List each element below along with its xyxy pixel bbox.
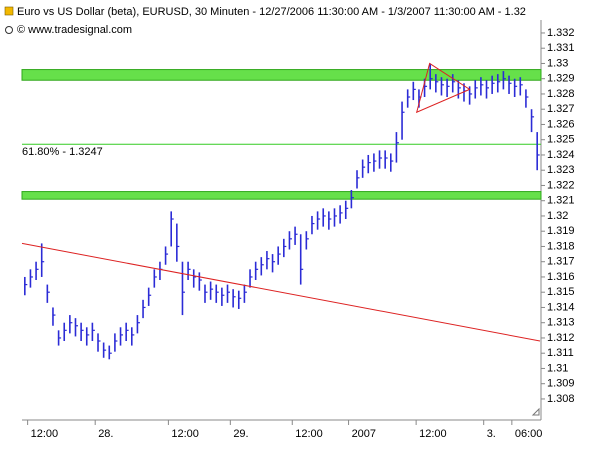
x-tick-label: 29. [233,428,248,440]
chart-subtitle: © www.tradesignal.com [17,24,132,36]
y-tick-label: 1.32 [547,210,568,222]
x-tick-label: 12:00 [171,428,199,440]
chart-title: Euro vs US Dollar (beta), EURUSD, 30 Min… [17,6,526,18]
level-label: 61.80% - 1.3247 [22,146,103,158]
zone [21,191,542,200]
y-tick-label: 1.317 [547,256,575,268]
x-tick-label: 12:00 [31,428,59,440]
trend-line [21,242,541,342]
x-tick-label: 2007 [352,428,376,440]
zone [21,69,542,81]
y-tick-label: 1.322 [547,179,575,191]
resize-corner [531,407,540,416]
y-tick-label: 1.321 [547,195,575,207]
y-tick-label: 1.311 [547,347,574,359]
title-icon [4,6,14,16]
y-tick-label: 1.327 [547,103,575,115]
y-tick-label: 1.331 [547,42,575,54]
x-tick-label: 3. [487,428,496,440]
y-tick-label: 1.324 [547,149,575,161]
y-tick-label: 1.312 [547,332,575,344]
x-tick-label: 12:00 [295,428,323,440]
y-tick-label: 1.319 [547,225,575,237]
y-tick-label: 1.332 [547,27,575,39]
y-tick-label: 1.314 [547,301,575,313]
y-tick-label: 1.313 [547,317,575,329]
y-tick-label: 1.309 [547,378,575,390]
y-tick-label: 1.316 [547,271,575,283]
copyright-icon [5,26,13,34]
y-tick-label: 1.329 [547,73,575,85]
y-tick-label: 1.323 [547,164,575,176]
y-tick-label: 1.31 [547,362,568,374]
y-tick-label: 1.318 [547,240,575,252]
y-tick-label: 1.325 [547,134,575,146]
x-tick-label: 06:00 [515,428,543,440]
y-tick-label: 1.308 [547,393,575,405]
y-tick-label: 1.315 [547,286,575,298]
y-tick-label: 1.326 [547,118,575,130]
y-tick-label: 1.33 [547,57,568,69]
triangle-pattern [415,62,471,114]
x-tick-label: 28. [98,428,113,440]
y-tick-label: 1.328 [547,88,575,100]
x-tick-label: 12:00 [419,428,447,440]
